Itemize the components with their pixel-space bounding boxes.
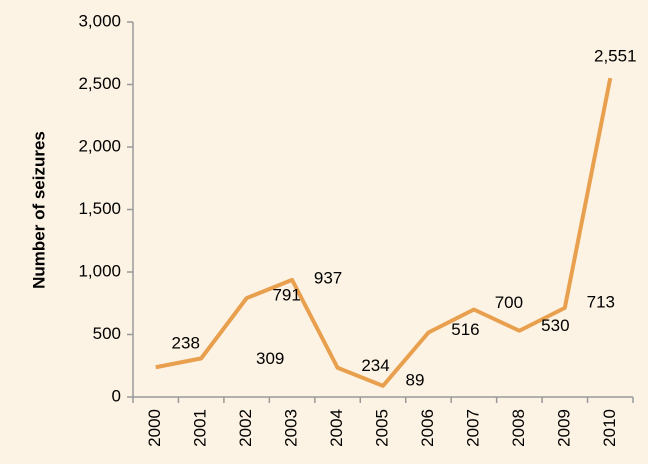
x-tick-label: 2006 [418, 409, 437, 447]
x-tick-label: 2000 [145, 409, 164, 447]
value-label: 937 [314, 268, 342, 287]
y-tick-label: 2,000 [78, 136, 121, 155]
x-tick-label: 2009 [554, 409, 573, 447]
value-label: 516 [451, 320, 479, 339]
x-tick-label: 2001 [191, 409, 210, 447]
x-tick-label: 2008 [509, 409, 528, 447]
y-tick-label: 2,500 [78, 74, 121, 93]
value-label: 309 [256, 349, 284, 368]
x-tick-label: 2010 [600, 409, 619, 447]
x-tick-label: 2002 [236, 409, 255, 447]
x-tick-label: 2004 [327, 409, 346, 447]
value-label: 791 [272, 286, 300, 305]
value-label: 2,551 [594, 47, 637, 66]
y-tick-label: 0 [112, 386, 121, 405]
y-tick-label: 1,000 [78, 261, 121, 280]
y-tick-label: 1,500 [78, 199, 121, 218]
y-tick-label: 3,000 [78, 11, 121, 30]
y-tick-label: 500 [93, 324, 121, 343]
x-tick-label: 2005 [372, 409, 391, 447]
value-label: 713 [587, 292, 615, 311]
line [155, 77, 613, 388]
x-tick-label: 2003 [282, 409, 301, 447]
value-label: 530 [541, 316, 569, 335]
x-tick-label: 2007 [463, 409, 482, 447]
value-label: 234 [361, 356, 389, 375]
value-label: 89 [406, 370, 425, 389]
y-axis-label: Number of seizures [29, 131, 48, 289]
value-label: 238 [172, 334, 200, 353]
value-label: 700 [495, 293, 523, 312]
